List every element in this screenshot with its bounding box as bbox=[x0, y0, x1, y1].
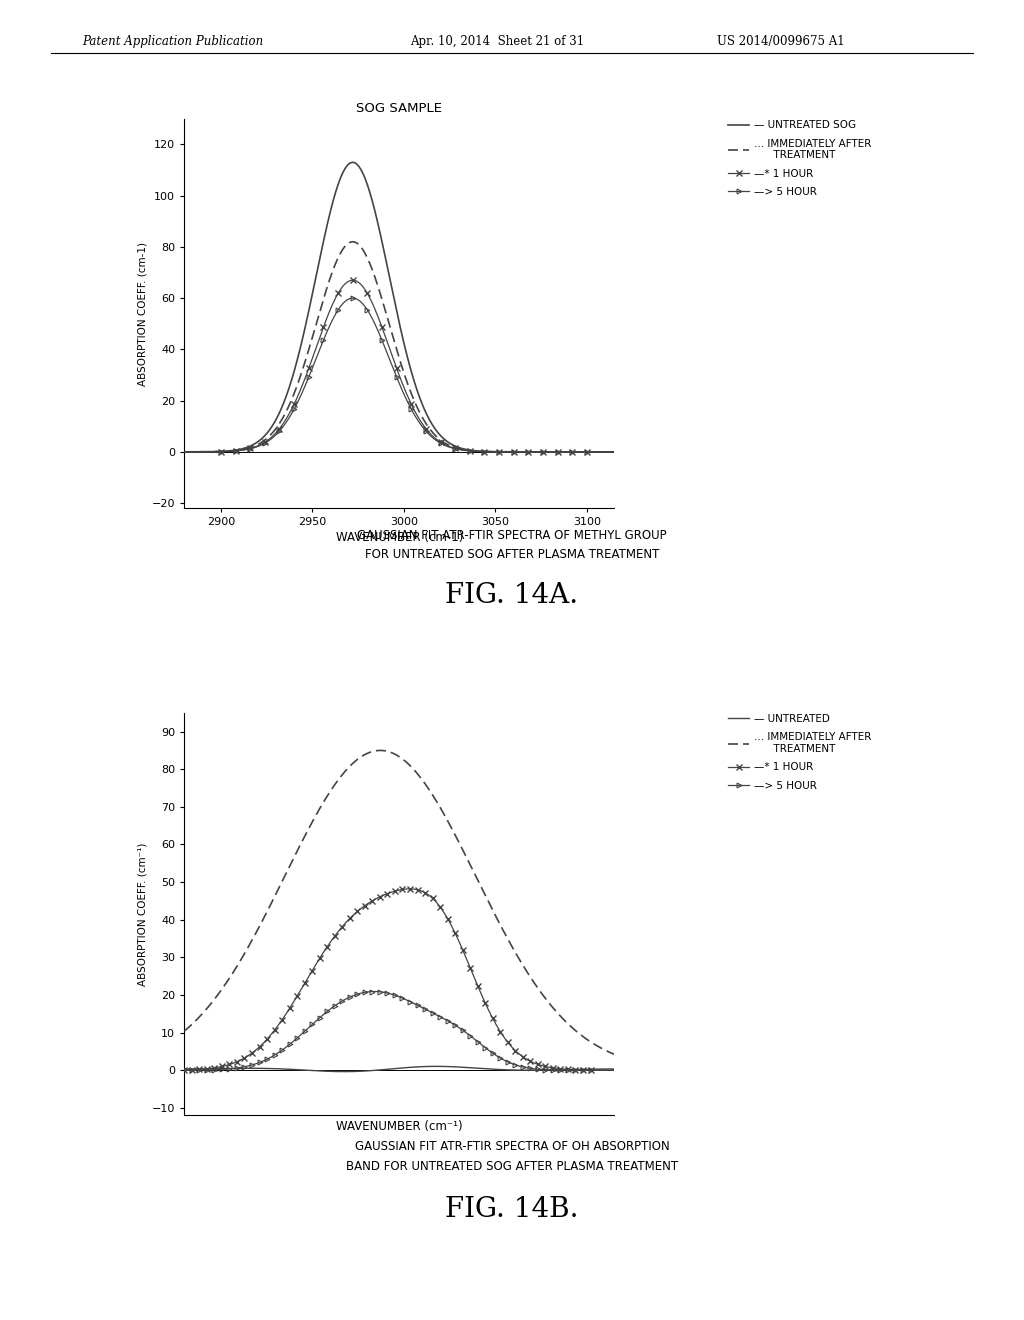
X-axis label: WAVENUMBER (cm-1): WAVENUMBER (cm-1) bbox=[336, 532, 463, 544]
Title: SOG SAMPLE: SOG SAMPLE bbox=[356, 102, 442, 115]
Text: FIG. 14A.: FIG. 14A. bbox=[445, 582, 579, 610]
Text: FIG. 14B.: FIG. 14B. bbox=[445, 1196, 579, 1224]
Y-axis label: ABSORPTION COEFF. (cm-1): ABSORPTION COEFF. (cm-1) bbox=[137, 242, 147, 385]
Text: Apr. 10, 2014  Sheet 21 of 31: Apr. 10, 2014 Sheet 21 of 31 bbox=[410, 34, 584, 48]
Text: US 2014/0099675 A1: US 2014/0099675 A1 bbox=[717, 34, 845, 48]
Legend: — UNTREATED SOG, ... IMMEDIATELY AFTER
      TREATMENT, —* 1 HOUR, —> 5 HOUR: — UNTREATED SOG, ... IMMEDIATELY AFTER T… bbox=[724, 116, 876, 201]
X-axis label: WAVENUMBER (cm⁻¹): WAVENUMBER (cm⁻¹) bbox=[336, 1119, 463, 1133]
Text: GAUSSIAN FIT ATR-FTIR SPECTRA OF OH ABSORPTION: GAUSSIAN FIT ATR-FTIR SPECTRA OF OH ABSO… bbox=[354, 1139, 670, 1152]
Text: FOR UNTREATED SOG AFTER PLASMA TREATMENT: FOR UNTREATED SOG AFTER PLASMA TREATMENT bbox=[365, 548, 659, 561]
Text: Patent Application Publication: Patent Application Publication bbox=[82, 34, 263, 48]
Text: GAUSSIAN FIT ATR-FTIR SPECTRA OF METHYL GROUP: GAUSSIAN FIT ATR-FTIR SPECTRA OF METHYL … bbox=[357, 528, 667, 541]
Y-axis label: ABSORPTION COEFF. (cm⁻¹): ABSORPTION COEFF. (cm⁻¹) bbox=[138, 842, 147, 986]
Text: BAND FOR UNTREATED SOG AFTER PLASMA TREATMENT: BAND FOR UNTREATED SOG AFTER PLASMA TREA… bbox=[346, 1159, 678, 1172]
Legend: — UNTREATED, ... IMMEDIATELY AFTER
      TREATMENT, —* 1 HOUR, —> 5 HOUR: — UNTREATED, ... IMMEDIATELY AFTER TREAT… bbox=[724, 710, 876, 795]
